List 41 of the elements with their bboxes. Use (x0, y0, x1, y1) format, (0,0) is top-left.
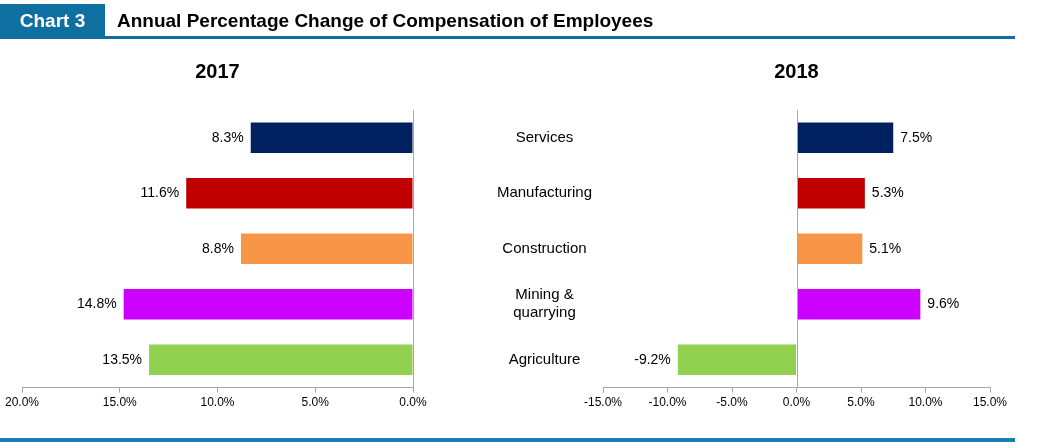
x-tick-label: 5.0% (301, 395, 330, 410)
chart-title: 2018 (774, 59, 819, 82)
bar (797, 289, 921, 320)
chart-subtitle: 2017 (195, 59, 240, 82)
bar (250, 122, 413, 154)
data-label: 5.1% (869, 239, 902, 256)
x-tick-label: -10.0% (648, 395, 687, 410)
caption: Chart 3 (0, 4, 105, 37)
data-label: 8.8% (202, 239, 234, 256)
x-tick-label: 15.0% (972, 395, 1008, 410)
x-tick-label: 15.0% (102, 395, 138, 410)
x-tick-label: -15.0% (583, 395, 623, 410)
bar (240, 233, 413, 265)
bar (797, 178, 865, 209)
data-label: 7.5% (900, 128, 933, 145)
y-tick-label: Services (515, 127, 574, 145)
y-tick-label: Mining & quarrying (513, 285, 576, 321)
y-tick-label: Manufacturing (496, 183, 592, 201)
data-label: 14.8% (76, 295, 117, 312)
x-tick-label: 0.0% (782, 395, 811, 410)
data-label: 9.6% (927, 295, 960, 312)
bar (797, 122, 894, 154)
bar (186, 178, 413, 209)
x-tick-label: 10.0% (200, 395, 235, 410)
x-tick-label: 20.0% (4, 395, 40, 410)
data-label: 13.5% (102, 350, 143, 367)
x-tick-label: -5.0% (716, 395, 748, 410)
y-tick-label: Construction (502, 238, 587, 256)
bar (149, 344, 413, 376)
bar (797, 233, 863, 265)
bar (123, 289, 413, 320)
data-label: -9.2% (634, 350, 671, 367)
x-tick-label: 10.0% (908, 395, 943, 410)
x-tick-label: 0.0% (399, 395, 427, 410)
x-tick-label: 5.0% (847, 395, 875, 410)
bar (677, 344, 796, 376)
data-label: 5.3% (871, 184, 904, 201)
data-label: 11.6% (140, 184, 180, 201)
chart-title: Annual Percentage Change of Compensation of Employees (117, 9, 654, 32)
data-label: 8.3% (211, 128, 244, 145)
y-tick-label: Agriculture (508, 349, 581, 367)
